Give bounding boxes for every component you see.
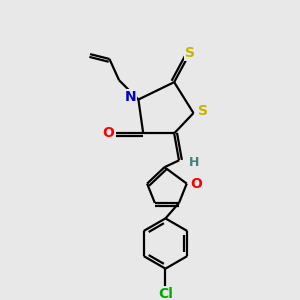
Text: S: S xyxy=(184,46,195,60)
Text: N: N xyxy=(125,90,136,104)
Text: S: S xyxy=(198,104,208,118)
Text: O: O xyxy=(103,126,114,140)
Text: Cl: Cl xyxy=(158,287,173,300)
Text: H: H xyxy=(189,156,200,169)
Text: O: O xyxy=(190,177,202,190)
